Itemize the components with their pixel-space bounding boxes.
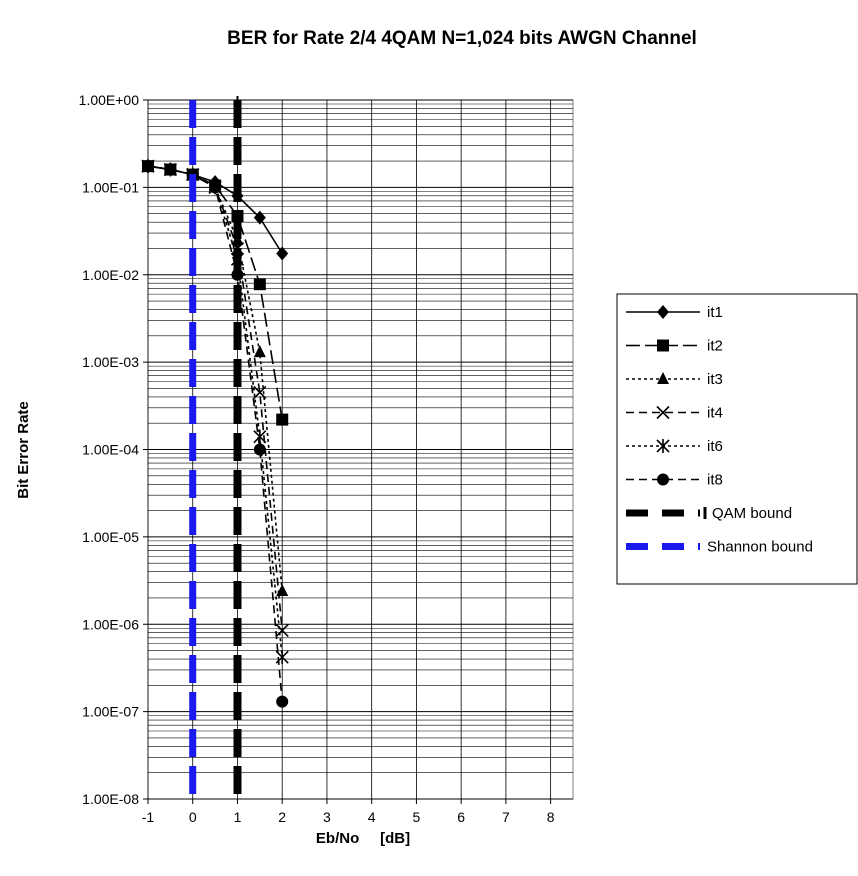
legend-item: it4 bbox=[626, 405, 723, 422]
data-point bbox=[253, 345, 266, 358]
data-point bbox=[253, 278, 266, 291]
data-point bbox=[253, 443, 266, 456]
x-tick-label: -1 bbox=[142, 809, 155, 825]
y-tick-label: 1.00E-03 bbox=[82, 354, 139, 370]
legend-swatch-marker bbox=[657, 473, 669, 486]
x-axis-title: Eb/No [dB] bbox=[316, 830, 410, 847]
legend: it1 it2 it3 it4 it6 it8 QAM bound Shannon bound bbox=[616, 293, 858, 585]
data-point bbox=[276, 695, 289, 708]
series-layer bbox=[141, 96, 289, 799]
x-tick-label: 5 bbox=[413, 809, 421, 825]
gridlines bbox=[147, 99, 573, 800]
data-point bbox=[276, 413, 289, 426]
legend-item: it8 bbox=[626, 472, 723, 489]
legend-swatch-marker bbox=[656, 405, 670, 420]
x-tick-label: 8 bbox=[547, 809, 555, 825]
legend-label: it6 bbox=[707, 438, 723, 455]
x-axis-ticks: -1 0 1 2 3 4 5 6 7 8 bbox=[142, 799, 555, 825]
y-tick-label: 1.00E-02 bbox=[82, 267, 139, 283]
x-tick-label: 6 bbox=[457, 809, 465, 825]
legend-item: it3 bbox=[626, 371, 723, 388]
data-point bbox=[164, 163, 177, 176]
legend-label: it3 bbox=[707, 371, 723, 388]
data-point bbox=[253, 385, 267, 399]
data-point bbox=[142, 160, 154, 173]
data-point bbox=[276, 246, 289, 261]
y-tick-label: 1.00E-01 bbox=[82, 179, 139, 195]
x-tick-label: 4 bbox=[368, 809, 376, 825]
y-tick-label: 1.00E-07 bbox=[82, 704, 139, 720]
legend-label: it2 bbox=[707, 338, 723, 355]
legend-item: QAM bound bbox=[626, 505, 792, 522]
data-point bbox=[253, 429, 267, 444]
y-tick-label: 1.00E+00 bbox=[79, 92, 140, 108]
y-tick-label: 1.00E-08 bbox=[82, 791, 139, 807]
x-tick-label: 3 bbox=[323, 809, 331, 825]
y-tick-label: 1.00E-04 bbox=[82, 442, 139, 458]
legend-label: it4 bbox=[707, 405, 723, 422]
legend-item: it1 bbox=[626, 304, 723, 321]
legend-item: Shannon bound bbox=[626, 539, 813, 556]
legend-item: it6 bbox=[626, 438, 723, 455]
data-point bbox=[209, 181, 222, 194]
data-point bbox=[253, 210, 266, 225]
legend-swatch-marker bbox=[657, 305, 669, 319]
legend-label: it8 bbox=[707, 472, 723, 489]
y-tick-label: 1.00E-06 bbox=[82, 616, 139, 632]
x-tick-label: 1 bbox=[234, 809, 242, 825]
legend-items: it1 it2 it3 it4 it6 it8 QAM bound Shannon bound bbox=[626, 304, 813, 556]
legend-swatch-marker bbox=[657, 339, 669, 352]
legend-label: it1 bbox=[707, 304, 723, 321]
x-tick-label: 2 bbox=[278, 809, 286, 825]
legend-swatch-marker bbox=[657, 372, 669, 384]
x-tick-label: 0 bbox=[189, 809, 197, 825]
y-tick-label: 1.00E-05 bbox=[82, 529, 139, 545]
legend-swatch-marker bbox=[656, 439, 670, 453]
legend-label: QAM bound bbox=[712, 505, 792, 522]
data-point bbox=[275, 623, 289, 637]
y-axis-ticks: 1.00E+00 1.00E-01 1.00E-02 1.00E-03 1.00E-04… bbox=[79, 92, 148, 807]
x-tick-label: 7 bbox=[502, 809, 510, 825]
chart-title: BER for Rate 2/4 4QAM N=1,024 bits AWGN … bbox=[227, 28, 697, 49]
legend-label: Shannon bound bbox=[707, 539, 813, 556]
legend-item: it2 bbox=[626, 338, 723, 355]
y-axis-title: Bit Error Rate bbox=[15, 401, 32, 499]
